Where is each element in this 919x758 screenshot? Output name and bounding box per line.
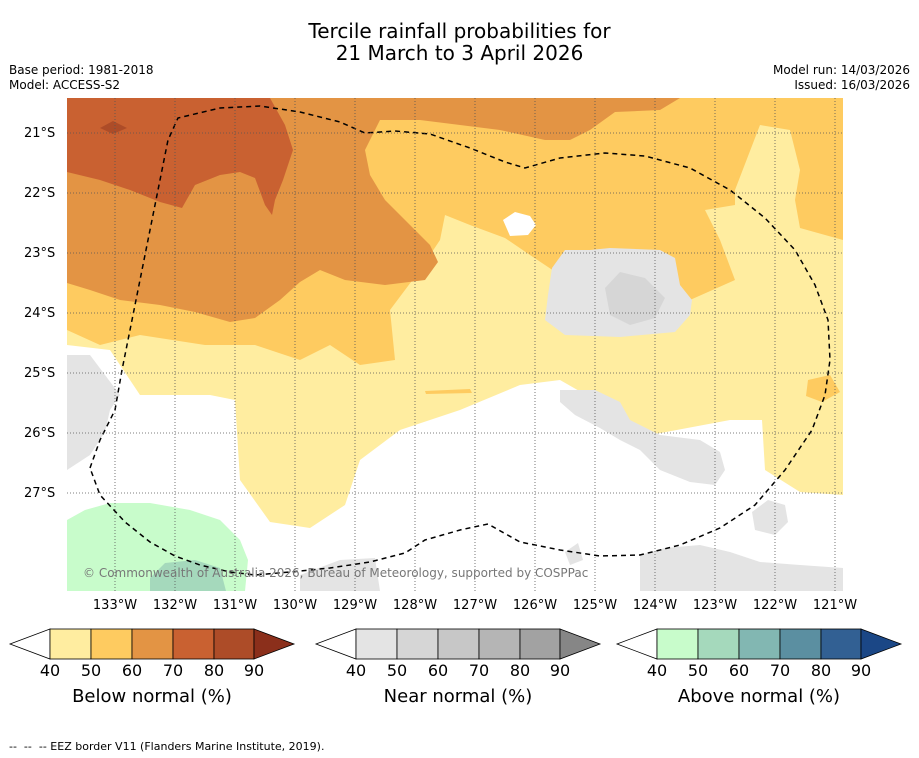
lon-label: 123°W [692,598,738,613]
colorbar-above-swatch [820,628,862,660]
base-period: Base period: 1981-2018 [9,63,154,77]
lat-label: 25°S [24,366,56,381]
lon-label: 124°W [632,598,678,613]
white-hole [503,212,536,236]
lat-label: 26°S [24,426,56,441]
issued-date: Issued: 16/03/2026 [794,78,910,92]
colorbar-near-tick: 90 [549,661,571,680]
colorbar-below-tick: 70 [162,661,184,680]
lon-label: 122°W [752,598,798,613]
colorbar-below-swatch [90,628,133,660]
colorbar-above-swatch [656,628,699,660]
near-normal-south-patch [565,543,583,565]
colorbar-above-swatch [738,628,781,660]
colorbar-below-normal [8,628,296,660]
colorbar-above-tick: 80 [810,661,832,680]
colorbar-below-swatch [49,628,92,660]
model-run: Model run: 14/03/2026 [772,63,910,77]
colorbar-near-label: Near normal (%) [383,686,533,707]
colorbar-near-swatch [437,628,480,660]
lat-label: 24°S [24,306,56,321]
colorbar-above-tick: 90 [850,661,872,680]
near-normal-east-region [560,390,725,485]
near-normal-center-inner [605,272,665,325]
colorbar-below-tick: 40 [39,661,61,680]
near-normal-southwest-patch [300,558,380,591]
colorbar-above-tick: 70 [769,661,791,680]
colorbar-near-swatch [478,628,521,660]
colorbar-above-extend-high [860,628,903,660]
colorbar-below-tick: 90 [243,661,265,680]
colorbar-near-swatch [396,628,439,660]
colorbar-below-swatch [172,628,215,660]
colorbar-below-extend-high [253,628,296,660]
lon-label: 129°W [332,598,378,613]
colorbar-below-swatch [131,628,174,660]
colorbar-below-label: Below normal (%) [72,686,232,707]
near-normal-southeast-patch [752,500,788,535]
colorbar-above-tick: 40 [646,661,668,680]
credit-text: © Commonwealth of Australia 2026, Bureau… [83,566,589,580]
colorbar-near-swatch [519,628,561,660]
lon-label: 121°W [812,598,858,613]
grid-lines [67,98,843,591]
colorbar-below-tick: 60 [121,661,143,680]
lat-label: 23°S [24,246,56,261]
colorbar-above-normal [615,628,903,660]
colorbar-near-extend-high [559,628,602,660]
chart-title-line-1: Tercile rainfall probabilities for [308,19,611,43]
eez-footnote: -- -- -- EEZ border V11 (Flanders Marine… [9,740,325,753]
lon-label: 130°W [272,598,318,613]
colorbar-near-normal [314,628,602,660]
colorbar-above-swatch [697,628,740,660]
lon-label: 126°W [512,598,558,613]
map-field [67,98,843,591]
colorbar-near-tick: 60 [427,661,449,680]
lon-label: 133°W [92,598,138,613]
colorbar-near-swatch [355,628,398,660]
lon-label: 125°W [572,598,618,613]
lat-label: 27°S [24,486,56,501]
eez-border [89,105,831,576]
colorbar-below-tick: 50 [80,661,102,680]
colorbar-below-tick: 80 [203,661,225,680]
colorbar-above-tick: 60 [728,661,750,680]
below-normal-50-patch [806,375,840,402]
colorbar-above-tick: 50 [687,661,709,680]
near-normal-west-region [67,355,120,470]
colorbar-near-extend-low [314,628,357,660]
model-name: Model: ACCESS-S2 [9,78,121,92]
colorbar-near-tick: 50 [386,661,408,680]
colorbar-above-swatch [779,628,822,660]
lat-label: 22°S [24,186,56,201]
near-normal-south-region [640,545,843,591]
lat-label: 21°S [24,126,56,141]
lon-label: 131°W [212,598,258,613]
colorbar-near-tick: 80 [509,661,531,680]
lon-label: 128°W [392,598,438,613]
colorbar-above-extend-low [615,628,658,660]
below-normal-50-sliver [425,389,472,394]
colorbar-near-tick: 70 [468,661,490,680]
colorbar-below-swatch [213,628,255,660]
colorbar-near-tick: 40 [345,661,367,680]
colorbars [8,628,903,660]
rainfall-map [67,98,843,591]
colorbar-above-label: Above normal (%) [677,686,841,707]
colorbar-below-extend-low [8,628,51,660]
lon-label: 127°W [452,598,498,613]
below-normal-80-patch [100,121,127,134]
lon-label: 132°W [152,598,198,613]
above-normal-50-region [150,560,226,591]
chart-title-line-2: 21 March to 3 April 2026 [335,41,584,65]
